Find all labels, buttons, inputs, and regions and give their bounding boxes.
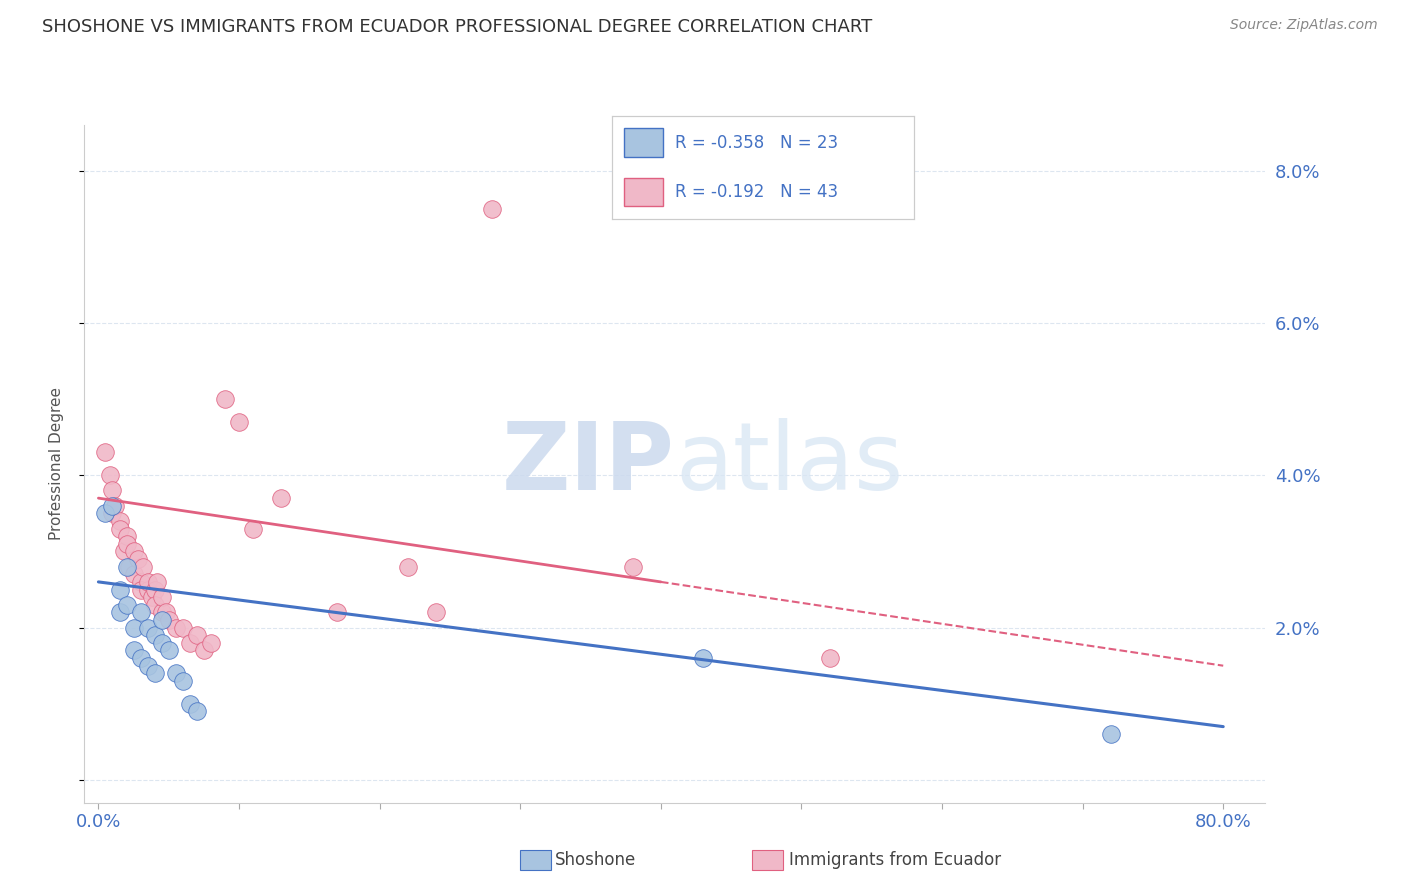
Point	[481, 202, 503, 216]
Point	[122, 567, 145, 582]
Point	[228, 415, 250, 429]
Point	[818, 651, 841, 665]
Point	[129, 651, 152, 665]
FancyBboxPatch shape	[624, 128, 664, 157]
Point	[108, 514, 131, 528]
Text: Shoshone: Shoshone	[555, 851, 637, 869]
Point	[214, 392, 236, 406]
Point	[122, 643, 145, 657]
Point	[108, 522, 131, 536]
Point	[132, 559, 155, 574]
Point	[143, 628, 166, 642]
Point	[101, 507, 124, 521]
Point	[115, 529, 138, 543]
Point	[101, 483, 124, 498]
Text: R = -0.358   N = 23: R = -0.358 N = 23	[675, 134, 838, 152]
Point	[157, 613, 180, 627]
Point	[186, 628, 208, 642]
Point	[129, 606, 152, 620]
Point	[621, 559, 644, 574]
FancyBboxPatch shape	[624, 178, 664, 206]
Point	[115, 559, 138, 574]
Point	[165, 666, 187, 681]
Point	[172, 673, 194, 688]
Point	[155, 606, 177, 620]
Point	[150, 636, 173, 650]
Text: SHOSHONE VS IMMIGRANTS FROM ECUADOR PROFESSIONAL DEGREE CORRELATION CHART: SHOSHONE VS IMMIGRANTS FROM ECUADOR PROF…	[42, 18, 873, 36]
Text: Source: ZipAtlas.com: Source: ZipAtlas.com	[1230, 18, 1378, 32]
Point	[200, 636, 222, 650]
Text: ZIP: ZIP	[502, 417, 675, 510]
Point	[94, 507, 117, 521]
Point	[98, 468, 121, 483]
Point	[136, 582, 159, 597]
Point	[108, 582, 131, 597]
Point	[136, 574, 159, 589]
Point	[165, 621, 187, 635]
Point	[150, 613, 173, 627]
Point	[146, 574, 169, 589]
Text: Immigrants from Ecuador: Immigrants from Ecuador	[789, 851, 1001, 869]
Point	[108, 606, 131, 620]
Point	[157, 643, 180, 657]
Point	[115, 537, 138, 551]
Point	[143, 582, 166, 597]
Point	[136, 658, 159, 673]
Point	[150, 590, 173, 604]
Point	[104, 499, 127, 513]
Point	[242, 522, 264, 536]
Point	[127, 552, 149, 566]
Point	[118, 559, 141, 574]
Point	[143, 666, 166, 681]
Point	[141, 590, 163, 604]
Point	[179, 697, 201, 711]
Point	[94, 445, 117, 459]
Point	[129, 582, 152, 597]
Point	[186, 705, 208, 719]
Point	[396, 559, 419, 574]
Point	[122, 621, 145, 635]
Text: atlas: atlas	[675, 417, 903, 510]
Point	[129, 574, 152, 589]
Point	[115, 598, 138, 612]
Point	[1099, 727, 1122, 741]
Point	[172, 621, 194, 635]
Text: R = -0.192   N = 43: R = -0.192 N = 43	[675, 183, 838, 201]
Point	[143, 598, 166, 612]
Point	[193, 643, 215, 657]
Point	[425, 606, 447, 620]
Point	[179, 636, 201, 650]
Point	[136, 621, 159, 635]
Point	[270, 491, 292, 505]
Point	[122, 544, 145, 558]
Y-axis label: Professional Degree: Professional Degree	[49, 387, 63, 541]
Point	[112, 544, 135, 558]
Point	[150, 606, 173, 620]
Point	[101, 499, 124, 513]
Point	[326, 606, 349, 620]
Point	[692, 651, 714, 665]
